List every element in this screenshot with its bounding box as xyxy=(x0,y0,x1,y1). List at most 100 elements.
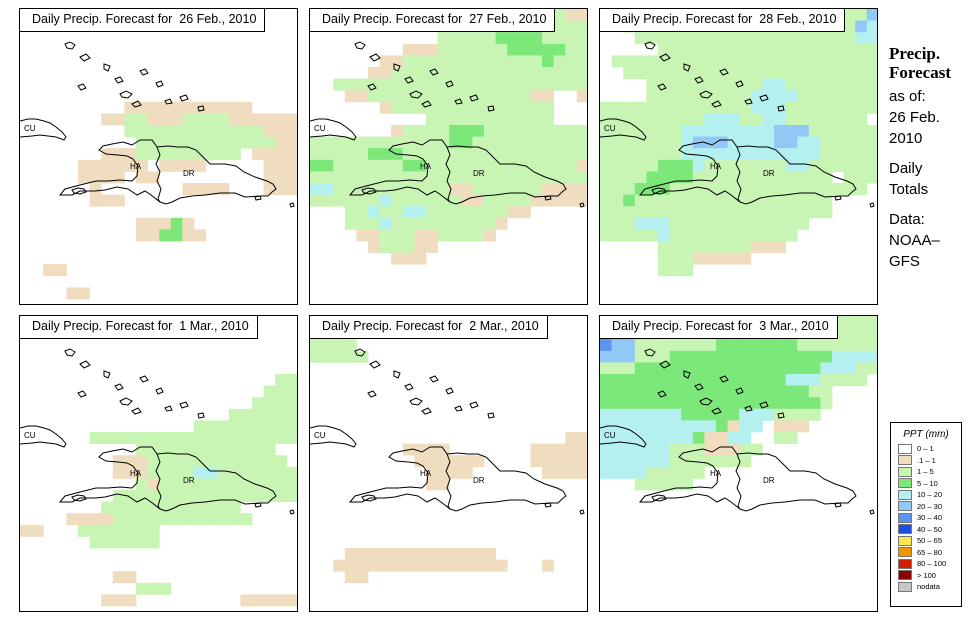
precip-cell xyxy=(194,478,206,491)
coast-outline xyxy=(155,453,162,510)
precip-cell xyxy=(692,159,705,172)
precip-cell xyxy=(472,455,485,468)
precip-cell xyxy=(472,136,485,149)
precip-cell xyxy=(275,171,288,184)
precip-cell xyxy=(472,113,485,126)
precip-cell xyxy=(797,78,810,91)
precip-cell xyxy=(112,113,125,126)
precip-cell xyxy=(820,374,833,386)
precip-cell xyxy=(170,101,183,114)
legend-label: > 100 xyxy=(917,570,936,580)
precip-cell xyxy=(217,455,230,468)
precip-cell xyxy=(832,374,844,386)
precip-cell xyxy=(101,594,114,607)
precip-cell xyxy=(530,101,543,114)
precip-cell xyxy=(600,397,612,410)
precip-cell xyxy=(484,559,496,572)
precip-cell xyxy=(750,350,763,363)
precip-cell xyxy=(472,90,485,103)
precip-cell xyxy=(228,113,241,126)
precip-cell xyxy=(205,490,218,502)
precip-cell xyxy=(716,90,728,103)
precip-cell xyxy=(797,183,810,195)
precip-cell xyxy=(553,20,566,33)
precip-cell xyxy=(820,43,833,56)
coastline xyxy=(310,41,585,208)
precip-cell xyxy=(808,206,821,219)
precip-cell xyxy=(797,420,810,433)
precip-cell xyxy=(855,171,868,184)
precip-cell xyxy=(611,136,624,149)
precip-cell xyxy=(600,466,612,479)
precip-cell xyxy=(136,217,148,230)
coast-outline xyxy=(487,412,495,419)
precip-cell xyxy=(565,194,578,207)
precip-cell xyxy=(808,101,821,114)
coast-outline xyxy=(421,407,432,415)
precip-cell xyxy=(275,113,288,126)
precip-grid xyxy=(43,101,297,300)
precip-cell xyxy=(263,159,276,172)
precip-cell xyxy=(437,559,450,572)
precip-cell xyxy=(136,501,148,514)
precip-cell xyxy=(472,206,485,219)
precip-cell xyxy=(774,339,786,352)
precip-cell xyxy=(565,136,578,149)
precip-cell xyxy=(727,90,740,103)
precip-cell xyxy=(716,408,728,421)
precip-cell xyxy=(159,501,172,514)
precip-cell xyxy=(832,43,844,56)
precip-cell xyxy=(843,67,856,79)
coast-outline xyxy=(254,195,262,201)
coast-outline xyxy=(579,202,585,208)
precip-cell xyxy=(240,455,253,468)
coast-outline xyxy=(367,390,377,398)
coast-outline xyxy=(71,494,87,502)
precip-cell xyxy=(437,206,450,219)
precip-cell xyxy=(600,101,612,114)
precip-cell xyxy=(774,432,786,444)
precip-cell xyxy=(681,194,694,207)
precip-cell xyxy=(89,513,102,526)
precip-cell xyxy=(797,136,810,149)
precip-cell xyxy=(391,136,404,149)
precip-cell xyxy=(646,408,659,421)
precip-cell xyxy=(159,432,172,444)
precip-grid xyxy=(600,9,877,277)
precip-cell xyxy=(704,443,717,456)
precip-cell xyxy=(716,229,728,242)
legend-item: 40 – 50 xyxy=(891,524,961,536)
precip-cell xyxy=(286,490,297,502)
precip-cell xyxy=(646,455,659,468)
legend-label: 0 – 1 xyxy=(917,444,934,454)
precip-cell xyxy=(484,125,496,137)
precip-cell xyxy=(623,217,636,230)
coast-outline xyxy=(869,509,875,515)
precip-cell xyxy=(194,443,206,456)
precip-cell xyxy=(228,420,241,433)
country-label-haiti: HA xyxy=(710,162,722,171)
precip-cell xyxy=(832,125,844,137)
precip-cell xyxy=(182,136,195,149)
precip-cell xyxy=(750,32,763,45)
precip-cell xyxy=(182,159,195,172)
precip-cell xyxy=(414,241,427,253)
precip-cell xyxy=(762,171,775,184)
precip-cell xyxy=(518,148,531,161)
precip-cell xyxy=(797,159,810,172)
precip-cell xyxy=(658,466,670,479)
precip-cell xyxy=(704,136,717,149)
legend-swatch xyxy=(898,455,912,466)
precip-cell xyxy=(704,206,717,219)
coast-outline xyxy=(644,348,656,357)
precip-cell xyxy=(379,159,392,172)
precip-cell xyxy=(808,194,821,207)
precip-cell xyxy=(217,478,230,491)
precip-cell xyxy=(576,194,587,207)
precip-cell xyxy=(646,32,659,45)
precip-cell xyxy=(437,113,450,126)
precip-cell xyxy=(356,148,369,161)
precip-cell xyxy=(785,432,798,444)
precip-cell xyxy=(66,287,79,300)
precip-cell xyxy=(205,136,218,149)
